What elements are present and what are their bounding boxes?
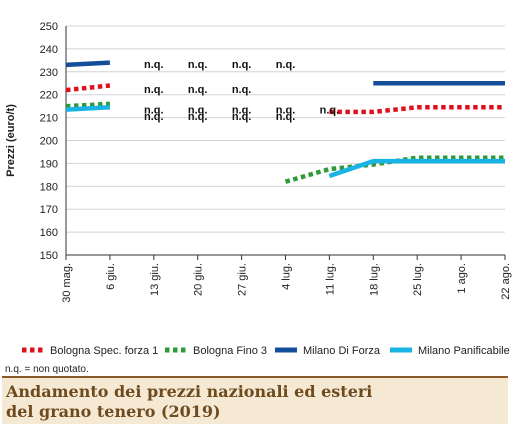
caption-line-2: del grano tenero (2019) bbox=[6, 402, 221, 421]
x-tick-label: 4 lug. bbox=[281, 263, 293, 290]
x-tick-label: 11 lug. bbox=[324, 263, 336, 295]
caption-line-1: Andamento dei prezzi nazionali ed esteri bbox=[6, 382, 373, 401]
series-line-1 bbox=[329, 105, 505, 115]
y-tick-240: 240 bbox=[40, 44, 58, 56]
y-tick-190: 190 bbox=[40, 158, 58, 170]
x-tick-labels: 30 mag. 6 giu. 13 giu. 20 giu. 27 giu. 4 lug.… bbox=[61, 255, 512, 303]
nq-label: n.q. bbox=[188, 111, 208, 123]
x-tick-label: 27 giu. bbox=[237, 263, 249, 296]
legend-label-2: Bologna Fino 3 bbox=[193, 345, 267, 357]
nq-label: n.q. bbox=[144, 59, 164, 71]
legend-label-3: Milano Di Forza bbox=[303, 345, 381, 357]
nq-label: n.q. bbox=[188, 84, 208, 96]
nq-label: n.q. bbox=[144, 84, 164, 96]
footnote: n.q. = non quotato. bbox=[5, 364, 89, 375]
nq-label: n.q. bbox=[276, 105, 296, 117]
x-tick-label: 6 giu. bbox=[105, 263, 117, 290]
nq-labels: n.q. n.q. n.q. n.q.n.q. n.q. n.q.n.q. n.q. n.q.… bbox=[144, 59, 339, 123]
nq-label: n.q. bbox=[232, 59, 252, 71]
nq-label: n.q. bbox=[232, 111, 252, 123]
y-tick-210: 210 bbox=[40, 113, 58, 125]
series-line-4 bbox=[65, 105, 111, 112]
nq-label: n.q. bbox=[232, 84, 252, 96]
chart-background bbox=[0, 0, 513, 370]
y-tick-180: 180 bbox=[40, 181, 58, 193]
series-line-3 bbox=[65, 60, 111, 68]
x-tick-label: 30 mag. bbox=[61, 263, 73, 303]
x-tick-label: 25 lug. bbox=[412, 263, 424, 296]
x-tick-label: 20 giu. bbox=[193, 263, 205, 296]
x-tick-label: 1 ago. bbox=[456, 263, 468, 294]
x-tick-label: 13 giu. bbox=[149, 263, 161, 296]
x-tick-label: 18 lug. bbox=[368, 263, 380, 296]
y-tick-170: 170 bbox=[40, 204, 58, 216]
y-tick-150: 150 bbox=[40, 250, 58, 262]
nq-label: n.q. bbox=[232, 105, 252, 117]
y-tick-160: 160 bbox=[40, 227, 58, 239]
nq-label: n.q. bbox=[144, 105, 164, 117]
nq-label: n.q. bbox=[276, 59, 296, 71]
y-tick-230: 230 bbox=[40, 67, 58, 79]
y-tick-labels: 150 160 170 180 190 200 210 220 230 240 250 bbox=[40, 21, 58, 262]
series-line-4 bbox=[328, 158, 505, 179]
legend-label-1: Bologna Spec. forza 1 bbox=[50, 345, 158, 357]
y-axis-label: Prezzi (euro/t) bbox=[5, 104, 17, 177]
legend-label-4: Milano Panificabile bbox=[418, 345, 510, 357]
chart-caption: Andamento dei prezzi nazionali ed esteri… bbox=[2, 376, 508, 424]
series-lines bbox=[65, 60, 505, 184]
gridlines bbox=[66, 25, 505, 256]
nq-label: n.q. bbox=[320, 105, 340, 117]
price-chart: 150 160 170 180 190 200 210 220 230 240 250 30 mag… bbox=[0, 0, 513, 370]
nq-label: n.q. bbox=[188, 59, 208, 71]
nq-label: n.q. bbox=[276, 111, 296, 123]
nq-label: n.q. bbox=[188, 105, 208, 117]
nq-label: n.q. bbox=[144, 111, 164, 123]
legend: Bologna Spec. forza 1 Bologna Fino 3 Milan… bbox=[22, 345, 510, 357]
y-tick-200: 200 bbox=[40, 136, 58, 148]
x-tick-label: 22 ago. bbox=[500, 263, 512, 300]
y-tick-220: 220 bbox=[40, 90, 58, 102]
y-tick-250: 250 bbox=[40, 21, 58, 33]
